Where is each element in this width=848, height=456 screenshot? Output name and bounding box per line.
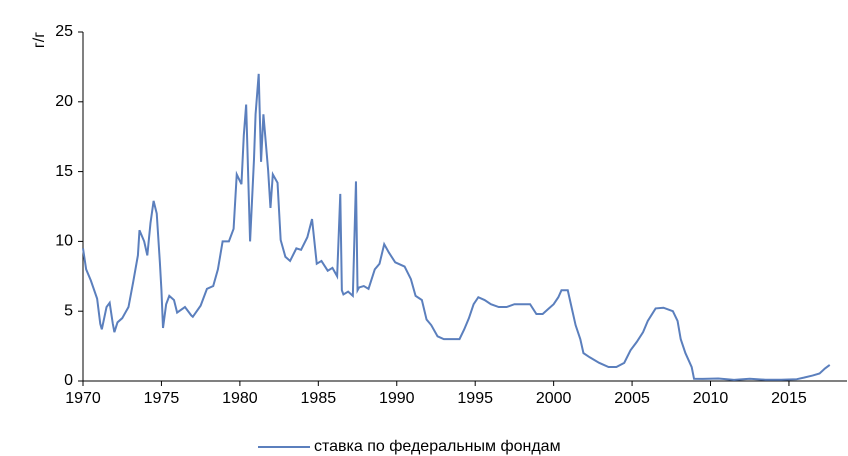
y-tick-label: 0: [64, 372, 73, 389]
y-tick-label: 20: [55, 93, 73, 110]
y-tick-label: 5: [64, 302, 73, 319]
x-tick-label: 1995: [457, 390, 493, 407]
x-tick-label: 1970: [65, 390, 101, 407]
x-tick-label: 2010: [693, 390, 729, 407]
x-tick-label: 2015: [771, 390, 807, 407]
y-tick-label: 10: [55, 233, 73, 250]
line: [82, 73, 831, 381]
y-tick-label: 25: [55, 23, 73, 40]
x-tick-label: 1985: [301, 390, 337, 407]
y-axis-label: г/г: [31, 32, 48, 48]
legend-label: ставка по федеральным фондам: [314, 438, 561, 455]
x-tick-label: 2000: [536, 390, 572, 407]
y-tick-label: 15: [55, 163, 73, 180]
x-tick-label: 1990: [379, 390, 415, 407]
x-tick-label: 2005: [614, 390, 650, 407]
x-tick-label: 1975: [144, 390, 180, 407]
x-tick-label: 1980: [222, 390, 258, 407]
